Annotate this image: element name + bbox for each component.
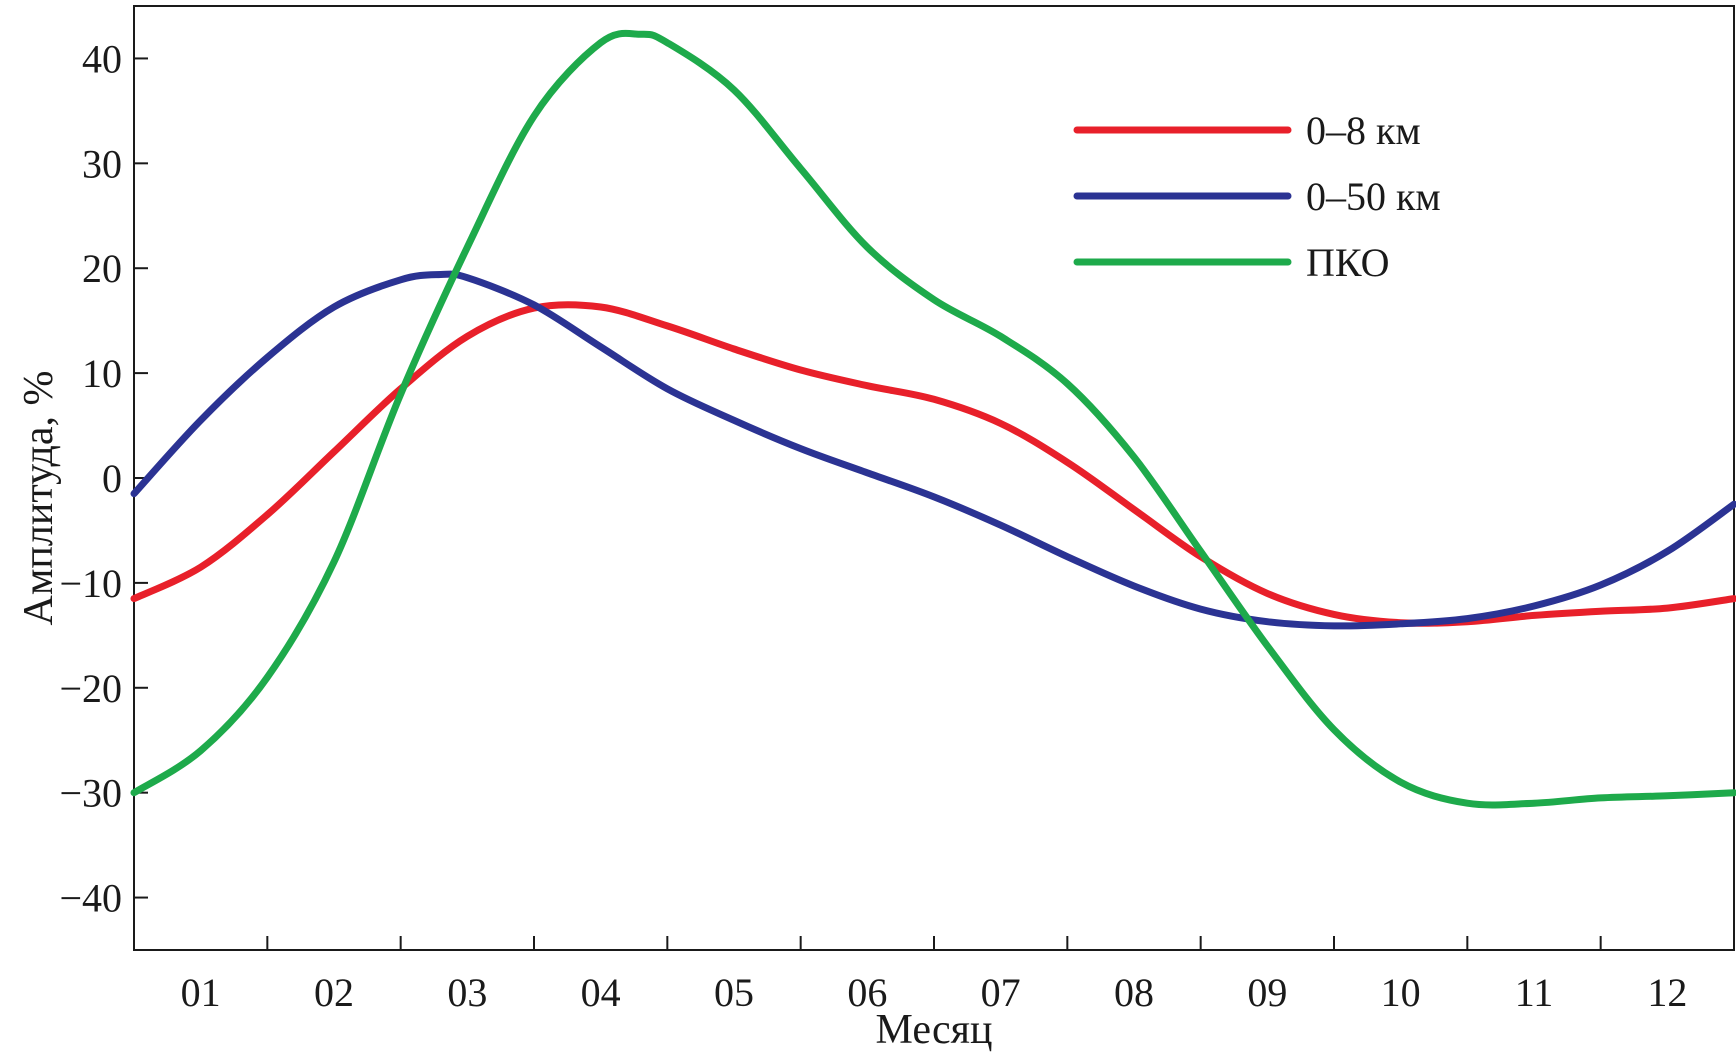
x-tick-label: 09 <box>1247 970 1287 1015</box>
legend: 0–8 км 0–50 км ПКО <box>1073 108 1441 285</box>
x-tick-label: 03 <box>447 970 487 1015</box>
x-axis-ticks: 01 02 03 04 05 06 07 08 09 10 11 12 <box>181 936 1687 1015</box>
series-line-3 <box>130 29 1736 809</box>
y-axis-title: Амплитуда, % <box>16 371 62 626</box>
series-line-2 <box>130 270 1736 630</box>
x-tick-label: 12 <box>1647 970 1687 1015</box>
x-tick-label: 08 <box>1114 970 1154 1015</box>
x-tick-label: 11 <box>1515 970 1554 1015</box>
plot-frame <box>133 5 1735 951</box>
legend-label: ПКО <box>1306 240 1389 285</box>
x-tick-label: 05 <box>714 970 754 1015</box>
legend-label: 0–50 км <box>1306 174 1441 219</box>
x-axis-title: Месяц <box>876 1007 993 1053</box>
y-axis-ticks: 40 30 20 10 0 −10 −20 −30 −40 <box>59 36 148 921</box>
legend-label: 0–8 км <box>1306 108 1421 153</box>
x-tick-label: 02 <box>314 970 354 1015</box>
y-tick-label: 40 <box>82 36 122 81</box>
x-tick-label: 04 <box>581 970 621 1015</box>
x-tick-label: 07 <box>981 970 1021 1015</box>
y-tick-label: −40 <box>59 876 122 921</box>
y-tick-label: −30 <box>59 771 122 816</box>
y-tick-label: 30 <box>82 141 122 186</box>
y-tick-label: −20 <box>59 666 122 711</box>
series-lines <box>130 29 1736 809</box>
y-tick-label: 10 <box>82 351 122 396</box>
y-tick-label: 0 <box>102 456 122 501</box>
y-tick-label: 20 <box>82 246 122 291</box>
x-tick-label: 01 <box>181 970 221 1015</box>
x-tick-label: 06 <box>847 970 887 1015</box>
axes <box>133 5 1735 951</box>
y-tick-label: −10 <box>59 561 122 606</box>
x-tick-label: 10 <box>1381 970 1421 1015</box>
